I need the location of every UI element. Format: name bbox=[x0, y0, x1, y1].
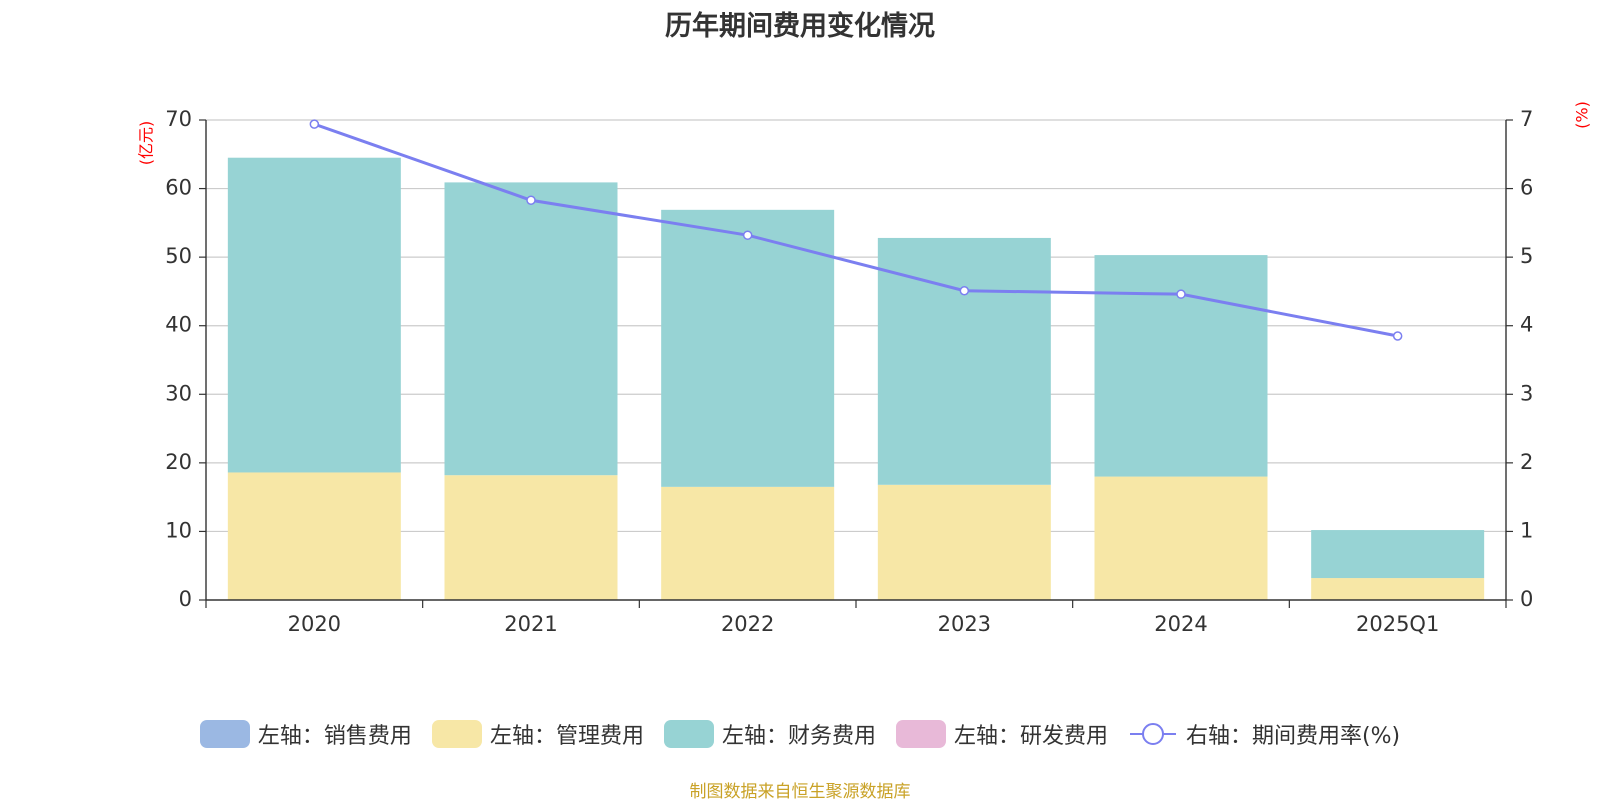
gridlines bbox=[206, 119, 1506, 533]
left-tick-label: 20 bbox=[165, 450, 192, 474]
rate-point bbox=[309, 119, 320, 129]
legend-item[interactable]: 左轴：研发费用 bbox=[895, 718, 1108, 750]
bar-segment bbox=[877, 484, 1051, 600]
left-tick-label: 0 bbox=[179, 587, 192, 611]
bar-segment bbox=[1311, 530, 1485, 579]
rate-point bbox=[959, 285, 970, 296]
right-tick-label: 2 bbox=[1520, 450, 1533, 474]
bar-segment bbox=[444, 182, 618, 476]
axes: 0 10 20 30 40 50 60 70 0 1 2 3 4 5 6 7 2020 2021 2022 2023 2… bbox=[165, 107, 1533, 636]
right-tick-label: 0 bbox=[1520, 587, 1533, 611]
rate-point bbox=[526, 195, 536, 205]
legend-label: 左轴：管理费用 bbox=[489, 724, 644, 749]
bar-segment bbox=[1094, 476, 1268, 600]
rate-point bbox=[1392, 331, 1403, 341]
bar-segment bbox=[227, 157, 401, 473]
x-tick-label: 2023 bbox=[938, 612, 991, 636]
legend-swatch bbox=[663, 720, 714, 748]
right-tick-label: 3 bbox=[1520, 381, 1533, 405]
legend-label: 右轴：期间费用率(%) bbox=[1185, 724, 1401, 749]
right-tick-label: 7 bbox=[1520, 107, 1533, 131]
legend-swatch bbox=[431, 720, 482, 748]
left-tick-label: 10 bbox=[165, 518, 192, 542]
bar-segment bbox=[661, 486, 835, 600]
bar-segment bbox=[444, 475, 618, 600]
legend-swatch bbox=[199, 720, 250, 748]
legend-label: 左轴：研发费用 bbox=[953, 724, 1108, 749]
x-tick-label: 2021 bbox=[504, 612, 557, 636]
bar-segment bbox=[661, 209, 835, 487]
left-axis-label: (亿元) bbox=[137, 121, 156, 166]
right-tick-label: 5 bbox=[1520, 244, 1533, 268]
legend-line-marker-icon bbox=[1129, 723, 1176, 745]
right-tick-label: 6 bbox=[1520, 176, 1533, 200]
legend-item[interactable]: 左轴：管理费用 bbox=[431, 718, 644, 750]
right-axis-label: (%) bbox=[1573, 101, 1592, 129]
legend-line-circle bbox=[1141, 723, 1164, 745]
legend-swatch bbox=[895, 720, 946, 748]
bar-segment bbox=[1311, 578, 1485, 600]
chart-title: 历年期间费用变化情况 bbox=[665, 11, 935, 42]
bar-segment bbox=[877, 237, 1051, 485]
right-tick-label: 1 bbox=[1520, 518, 1533, 542]
bar-segment bbox=[1094, 255, 1268, 477]
right-tick-label: 4 bbox=[1520, 313, 1533, 337]
x-tick-label: 2020 bbox=[288, 612, 341, 636]
left-tick-label: 50 bbox=[165, 244, 192, 268]
legend-label: 左轴：销售费用 bbox=[257, 724, 412, 749]
x-tick-label: 2025Q1 bbox=[1356, 612, 1439, 636]
rate-point bbox=[742, 230, 753, 240]
left-tick-label: 40 bbox=[165, 313, 192, 337]
line-layer bbox=[309, 119, 1403, 341]
source-note: 制图数据来自恒生聚源数据库 bbox=[689, 782, 911, 802]
rate-line bbox=[313, 122, 1398, 338]
bar-segment bbox=[227, 472, 401, 600]
legend-item[interactable]: 右轴：期间费用率(%) bbox=[1128, 718, 1400, 750]
x-tick-label: 2024 bbox=[1154, 612, 1207, 636]
rate-point bbox=[1176, 289, 1186, 299]
legend-item[interactable]: 左轴：销售费用 bbox=[199, 718, 412, 750]
left-tick-label: 30 bbox=[165, 381, 192, 405]
left-tick-label: 60 bbox=[165, 176, 192, 200]
legend-label: 左轴：财务费用 bbox=[721, 724, 876, 749]
legend-item[interactable]: 左轴：财务费用 bbox=[663, 718, 876, 750]
x-tick-label: 2022 bbox=[721, 612, 774, 636]
left-tick-label: 70 bbox=[165, 107, 192, 131]
legend: 左轴：销售费用 左轴：管理费用 左轴：财务费用 左轴：研发费用 右轴：期间费用率(%) bbox=[0, 718, 1600, 750]
bar-layer bbox=[227, 157, 1485, 600]
